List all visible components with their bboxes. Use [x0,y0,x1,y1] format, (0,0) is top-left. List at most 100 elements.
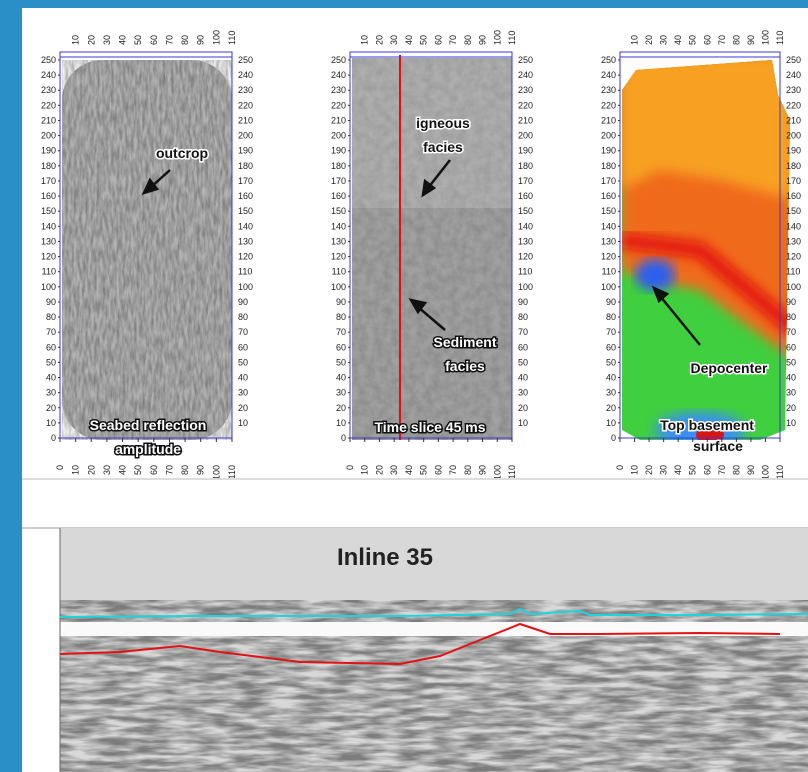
y-tick-label: 0 [341,433,346,443]
x-tick-label-top: 50 [419,35,429,45]
y-tick-label: 240 [601,70,616,80]
y-tick-label: 210 [601,115,616,125]
y-tick-label: 90 [606,297,616,307]
y-tick-label-right: 200 [786,131,801,141]
y-tick-label: 190 [601,146,616,156]
y-tick-label-right: 180 [786,161,801,171]
y-tick-label-right: 250 [518,55,533,65]
y-tick-label: 0 [51,433,56,443]
y-tick-label-right: 210 [518,115,533,125]
y-tick-label: 20 [336,403,346,413]
x-tick-label: 60 [149,465,159,475]
y-tick-label: 10 [606,418,616,428]
y-tick-label-right: 140 [786,221,801,231]
page: outcropSeabed reflectionamplitudeigneous… [0,0,808,772]
y-tick-label-right: 230 [786,85,801,95]
x-tick-label: 60 [433,465,443,475]
y-tick-label: 100 [41,282,56,292]
y-tick-label: 120 [331,252,346,262]
y-tick-label: 10 [336,418,346,428]
y-tick-label-right: 60 [518,342,528,352]
y-tick-label: 60 [46,342,56,352]
y-tick-label-right: 70 [238,327,248,337]
x-tick-label-top: 100 [760,30,770,45]
y-tick-label-right: 110 [238,267,252,277]
annotation: Time slice 45 ms [374,419,485,435]
y-tick-label: 250 [601,55,616,65]
y-tick-label-right: 20 [518,403,528,413]
annotation: outcrop [156,145,208,161]
y-tick-label: 60 [606,342,616,352]
x-tick-label-top: 10 [630,35,640,45]
x-tick-label: 20 [644,465,654,475]
y-tick-label-right: 240 [518,70,533,80]
y-tick-label: 50 [336,357,346,367]
y-tick-label-right: 100 [238,282,253,292]
x-tick-label-top: 40 [404,35,414,45]
x-tick-label: 70 [448,465,458,475]
y-tick-label: 130 [41,236,56,246]
y-tick-label-right: 180 [238,161,253,171]
annotation: surface [693,438,743,454]
y-tick-label: 230 [331,85,346,95]
y-tick-label: 180 [331,161,346,171]
y-tick-label: 90 [336,297,346,307]
x-tick-label-top: 40 [118,35,128,45]
x-tick-label: 30 [102,465,112,475]
y-tick-label-right: 130 [238,236,253,246]
y-tick-label: 240 [331,70,346,80]
y-tick-label: 170 [601,176,616,186]
x-tick-label: 100 [492,465,502,480]
y-tick-label: 250 [41,55,56,65]
y-tick-label: 60 [336,342,346,352]
x-tick-label: 80 [180,465,190,475]
y-tick-label-right: 210 [238,115,253,125]
y-tick-label: 20 [606,403,616,413]
y-tick-label: 80 [606,312,616,322]
y-tick-label-right: 20 [786,403,796,413]
y-tick-label-right: 50 [518,357,528,367]
y-tick-label-right: 100 [786,282,801,292]
y-tick-label: 120 [601,252,616,262]
x-tick-label: 80 [731,465,741,475]
x-tick-label-top: 20 [86,35,96,45]
y-tick-label-right: 40 [518,373,528,383]
y-tick-label: 80 [336,312,346,322]
y-tick-label-right: 150 [786,206,801,216]
basement-map [620,55,795,448]
y-tick-label-right: 200 [238,131,253,141]
y-tick-label-right: 70 [518,327,528,337]
x-tick-label-top: 80 [463,35,473,45]
x-tick-label-top: 80 [180,35,190,45]
x-tick-label: 50 [688,465,698,475]
x-tick-label: 100 [211,465,221,480]
y-tick-label: 110 [332,267,346,277]
y-tick-label: 90 [46,297,56,307]
x-tick-label-top: 30 [389,35,399,45]
y-tick-label-right: 250 [238,55,253,65]
y-tick-label-right: 90 [238,297,248,307]
y-tick-label: 130 [601,236,616,246]
x-tick-label-top: 60 [433,35,443,45]
x-tick-label-top: 50 [688,35,698,45]
y-tick-label: 180 [41,161,56,171]
x-tick-label-top: 60 [149,35,159,45]
y-tick-label-right: 50 [786,357,796,367]
y-tick-label-right: 80 [786,312,796,322]
y-tick-label: 210 [41,115,56,125]
section-title: Inline 35 [337,544,433,571]
y-tick-label-right: 210 [786,115,801,125]
y-tick-label: 40 [336,373,346,383]
x-tick-label: 90 [196,465,206,475]
y-tick-label-right: 120 [518,252,533,262]
y-tick-label-right: 50 [238,357,248,367]
y-tick-label: 230 [41,85,56,95]
y-tick-label-right: 230 [238,85,253,95]
y-tick-label: 180 [601,161,616,171]
y-tick-label-right: 70 [786,327,796,337]
y-tick-label-right: 10 [518,418,528,428]
y-tick-label: 130 [331,236,346,246]
y-tick-label: 220 [331,100,346,110]
divider [22,478,808,480]
y-tick-label: 10 [46,418,56,428]
